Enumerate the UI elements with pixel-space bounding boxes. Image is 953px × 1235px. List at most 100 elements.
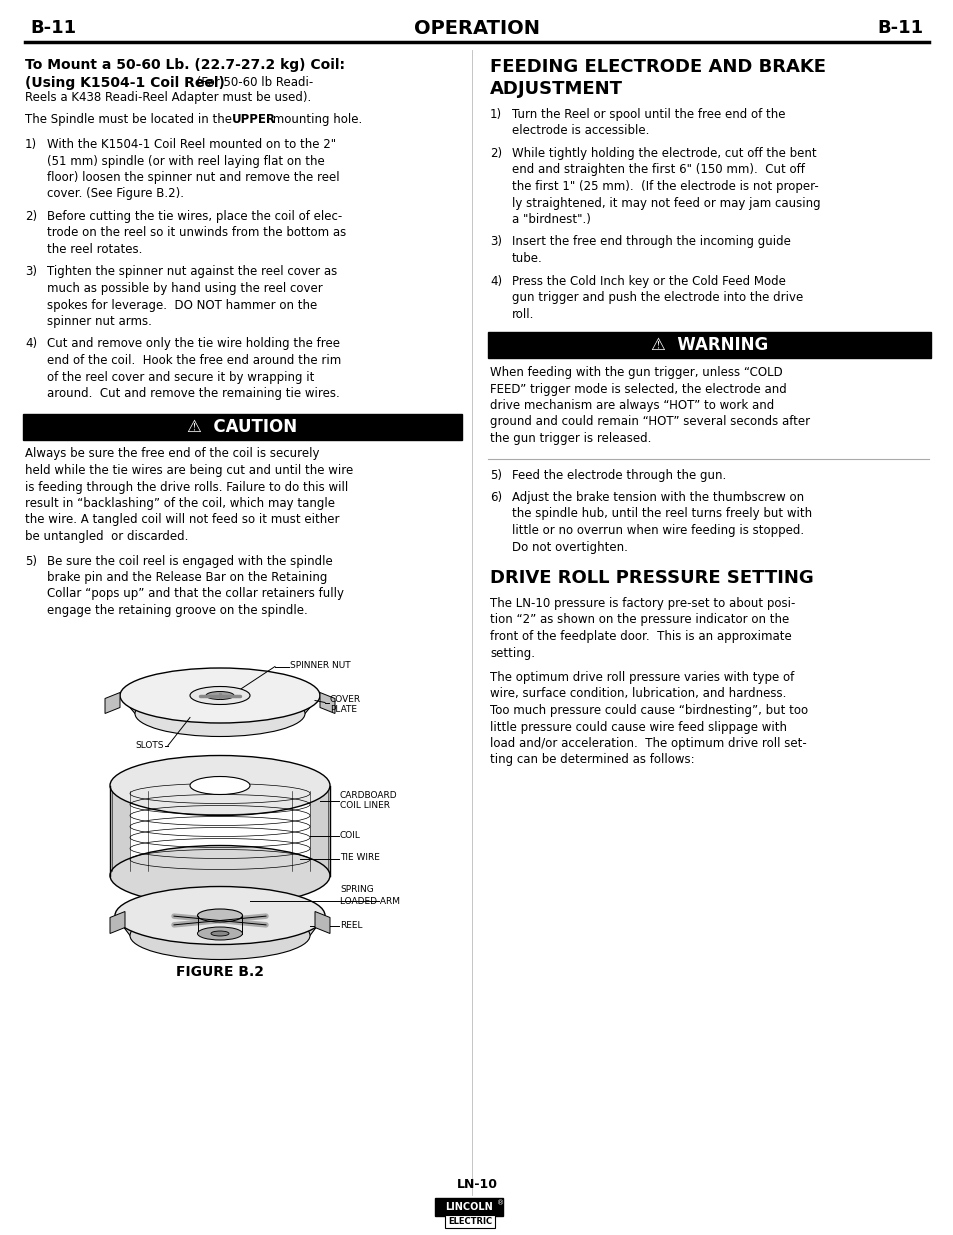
Text: load and/or acceleration.  The optimum drive roll set-: load and/or acceleration. The optimum dr… — [490, 737, 806, 750]
Text: ELECTRIC: ELECTRIC — [448, 1216, 492, 1225]
Text: B-11: B-11 — [30, 19, 76, 37]
Polygon shape — [319, 693, 335, 714]
Text: 1): 1) — [490, 107, 501, 121]
Text: SLOTS: SLOTS — [135, 741, 163, 750]
Text: Too much pressure could cause “birdnesting”, but too: Too much pressure could cause “birdnesti… — [490, 704, 807, 718]
FancyBboxPatch shape — [23, 414, 461, 440]
Text: FEEDING ELECTRODE AND BRAKE: FEEDING ELECTRODE AND BRAKE — [490, 58, 825, 77]
Text: the spindle hub, until the reel turns freely but with: the spindle hub, until the reel turns fr… — [512, 508, 811, 520]
Text: Always be sure the free end of the coil is securely: Always be sure the free end of the coil … — [25, 447, 319, 461]
Text: B-11: B-11 — [877, 19, 923, 37]
Ellipse shape — [110, 756, 330, 815]
Text: 4): 4) — [25, 337, 37, 351]
Text: 3): 3) — [490, 236, 501, 248]
Text: 4): 4) — [490, 274, 501, 288]
Text: 2): 2) — [490, 147, 501, 161]
Text: The LN-10 pressure is factory pre-set to about posi-: The LN-10 pressure is factory pre-set to… — [490, 597, 795, 610]
Text: DRIVE ROLL PRESSURE SETTING: DRIVE ROLL PRESSURE SETTING — [490, 569, 813, 587]
Text: Tighten the spinner nut against the reel cover as: Tighten the spinner nut against the reel… — [47, 266, 337, 279]
Text: CARDBOARD: CARDBOARD — [339, 790, 397, 799]
Text: trode on the reel so it unwinds from the bottom as: trode on the reel so it unwinds from the… — [47, 226, 346, 240]
Text: Before cutting the tie wires, place the coil of elec-: Before cutting the tie wires, place the … — [47, 210, 342, 224]
FancyBboxPatch shape — [435, 1198, 502, 1216]
Text: Insert the free end through the incoming guide: Insert the free end through the incoming… — [512, 236, 790, 248]
Text: cover. (See Figure B.2).: cover. (See Figure B.2). — [47, 188, 184, 200]
Ellipse shape — [190, 777, 250, 794]
Text: spokes for leverage.  DO NOT hammer on the: spokes for leverage. DO NOT hammer on th… — [47, 299, 317, 311]
Ellipse shape — [110, 846, 330, 905]
Text: COIL LINER: COIL LINER — [339, 802, 390, 810]
Text: front of the feedplate door.  This is an approximate: front of the feedplate door. This is an … — [490, 630, 791, 643]
Ellipse shape — [190, 687, 250, 704]
Ellipse shape — [206, 692, 233, 699]
Text: PLATE: PLATE — [330, 705, 356, 715]
Text: 3): 3) — [25, 266, 37, 279]
Text: Cut and remove only the tie wire holding the free: Cut and remove only the tie wire holding… — [47, 337, 339, 351]
Polygon shape — [110, 785, 130, 876]
Text: little pressure could cause wire feed slippage with: little pressure could cause wire feed sl… — [490, 720, 786, 734]
Ellipse shape — [211, 931, 229, 936]
Text: SPRING: SPRING — [339, 885, 374, 894]
Polygon shape — [105, 693, 120, 714]
Text: the reel rotates.: the reel rotates. — [47, 243, 142, 256]
Text: result in “backlashing” of the coil, which may tangle: result in “backlashing” of the coil, whi… — [25, 496, 335, 510]
Text: COVER: COVER — [330, 694, 361, 704]
Text: OPERATION: OPERATION — [414, 19, 539, 37]
Text: FIGURE B.2: FIGURE B.2 — [175, 966, 264, 979]
Text: be untangled  or discarded.: be untangled or discarded. — [25, 530, 188, 543]
Text: With the K1504-1 Coil Reel mounted on to the 2": With the K1504-1 Coil Reel mounted on to… — [47, 138, 335, 151]
Text: ⚠  CAUTION: ⚠ CAUTION — [187, 417, 297, 436]
Text: Be sure the coil reel is engaged with the spindle: Be sure the coil reel is engaged with th… — [47, 555, 333, 568]
Text: Reels a K438 Readi-Reel Adapter must be used).: Reels a K438 Readi-Reel Adapter must be … — [25, 91, 311, 104]
Text: COIL: COIL — [339, 830, 360, 840]
Text: engage the retaining groove on the spindle.: engage the retaining groove on the spind… — [47, 604, 308, 618]
Text: ting can be determined as follows:: ting can be determined as follows: — [490, 753, 694, 767]
Text: roll.: roll. — [512, 308, 534, 321]
Text: 6): 6) — [490, 492, 501, 504]
Ellipse shape — [135, 690, 305, 736]
Ellipse shape — [130, 911, 310, 960]
Text: much as possible by hand using the reel cover: much as possible by hand using the reel … — [47, 282, 322, 295]
Text: While tightly holding the electrode, cut off the bent: While tightly holding the electrode, cut… — [512, 147, 816, 161]
Text: The Spindle must be located in the: The Spindle must be located in the — [25, 112, 235, 126]
Text: spinner nut arms.: spinner nut arms. — [47, 315, 152, 329]
Text: Adjust the brake tension with the thumbscrew on: Adjust the brake tension with the thumbs… — [512, 492, 803, 504]
Text: end and straighten the first 6" (150 mm).  Cut off: end and straighten the first 6" (150 mm)… — [512, 163, 804, 177]
Text: brake pin and the Release Bar on the Retaining: brake pin and the Release Bar on the Ret… — [47, 571, 327, 584]
Text: tube.: tube. — [512, 252, 542, 266]
Text: (For 50-60 lb Readi-: (For 50-60 lb Readi- — [193, 77, 313, 89]
Polygon shape — [110, 911, 125, 934]
Text: ly straightened, it may not feed or may jam causing: ly straightened, it may not feed or may … — [512, 196, 820, 210]
Text: a "birdnest".): a "birdnest".) — [512, 212, 590, 226]
Text: To Mount a 50-60 Lb. (22.7-27.2 kg) Coil:: To Mount a 50-60 Lb. (22.7-27.2 kg) Coil… — [25, 58, 345, 72]
Text: 1): 1) — [25, 138, 37, 151]
FancyBboxPatch shape — [444, 1215, 495, 1228]
Text: held while the tie wires are being cut and until the wire: held while the tie wires are being cut a… — [25, 464, 353, 477]
Text: the wire. A tangled coil will not feed so it must either: the wire. A tangled coil will not feed s… — [25, 514, 339, 526]
Text: 5): 5) — [490, 468, 501, 482]
Text: SPINNER NUT: SPINNER NUT — [290, 661, 351, 669]
Text: around.  Cut and remove the remaining tie wires.: around. Cut and remove the remaining tie… — [47, 387, 339, 400]
Text: 5): 5) — [25, 555, 37, 568]
Text: When feeding with the gun trigger, unless “COLD: When feeding with the gun trigger, unles… — [490, 366, 781, 379]
Text: REEL: REEL — [339, 920, 362, 930]
Ellipse shape — [115, 887, 325, 945]
Text: little or no overrun when wire feeding is stopped.: little or no overrun when wire feeding i… — [512, 524, 803, 537]
Text: (51 mm) spindle (or with reel laying flat on the: (51 mm) spindle (or with reel laying fla… — [47, 154, 324, 168]
Text: tion “2” as shown on the pressure indicator on the: tion “2” as shown on the pressure indica… — [490, 614, 788, 626]
Text: ADJUSTMENT: ADJUSTMENT — [490, 80, 622, 98]
Text: electrode is accessible.: electrode is accessible. — [512, 125, 649, 137]
Text: LN-10: LN-10 — [456, 1178, 497, 1191]
Text: Collar “pops up” and that the collar retainers fully: Collar “pops up” and that the collar ret… — [47, 588, 344, 600]
Polygon shape — [115, 915, 325, 935]
Text: of the reel cover and secure it by wrapping it: of the reel cover and secure it by wrapp… — [47, 370, 314, 384]
Text: mounting hole.: mounting hole. — [269, 112, 362, 126]
Text: LINCOLN: LINCOLN — [445, 1202, 493, 1212]
Polygon shape — [310, 785, 330, 876]
Text: Turn the Reel or spool until the free end of the: Turn the Reel or spool until the free en… — [512, 107, 784, 121]
Text: TIE WIRE: TIE WIRE — [339, 853, 379, 862]
Text: Press the Cold Inch key or the Cold Feed Mode: Press the Cold Inch key or the Cold Feed… — [512, 274, 785, 288]
Text: Feed the electrode through the gun.: Feed the electrode through the gun. — [512, 468, 725, 482]
Text: end of the coil.  Hook the free end around the rim: end of the coil. Hook the free end aroun… — [47, 354, 341, 367]
Text: setting.: setting. — [490, 646, 535, 659]
